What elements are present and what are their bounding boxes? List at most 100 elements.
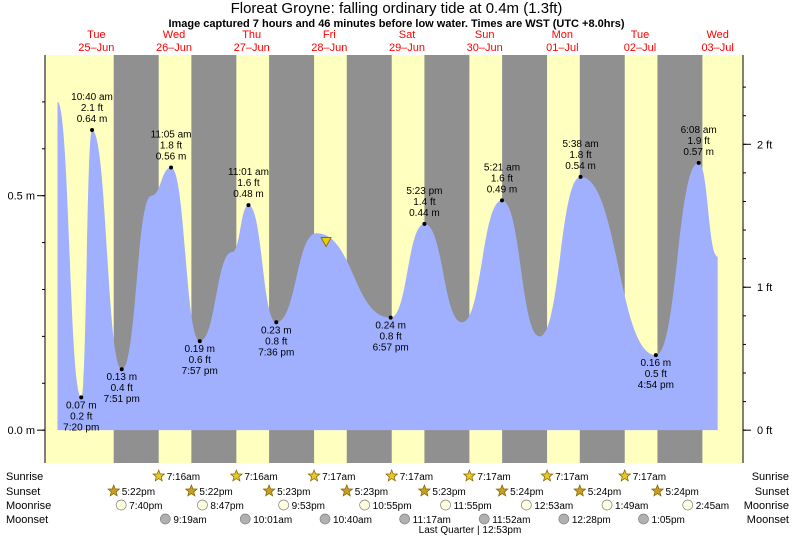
- extreme-label: 0.56 m: [156, 152, 187, 163]
- extreme-label: 0.23 m: [261, 325, 292, 336]
- extreme-label: 0.4 ft: [111, 383, 133, 394]
- sunset-star-icon: [650, 484, 665, 497]
- moonset-moon-icon: [638, 513, 649, 525]
- extreme-point: [578, 174, 583, 179]
- day-labels: Tue25–JunWed26–JunThu27–JunFri28–JunSat2…: [78, 29, 734, 54]
- sunset-star-icon: [495, 484, 509, 497]
- extreme-point: [246, 203, 251, 208]
- extreme-label: 1.4 ft: [413, 197, 435, 208]
- moonrise-moon-icon: [521, 499, 532, 511]
- day-date-label: 27–Jun: [234, 42, 270, 54]
- sunrise-time-label: 7:17am: [322, 472, 355, 483]
- extreme-label: 11:05 am: [151, 130, 192, 141]
- sunset-star-icon: [262, 484, 276, 497]
- extreme-label: 5:23 pm: [406, 186, 442, 197]
- sunrise-time-label: 7:16am: [244, 472, 277, 483]
- row-label-left: Sunset: [6, 486, 40, 498]
- moonrise-moon-icon: [359, 499, 371, 511]
- moonset-time-label: 10:01am: [253, 515, 292, 526]
- sunset-star-icon: [573, 484, 587, 497]
- extreme-label: 0.2 ft: [70, 411, 92, 422]
- day-date-label: 25–Jun: [78, 42, 114, 54]
- extreme-label: 1.6 ft: [491, 173, 513, 184]
- day-name-label: Thu: [242, 29, 261, 41]
- day-date-label: 29–Jun: [389, 42, 425, 54]
- extreme-label: 0.07 m: [66, 400, 97, 411]
- extreme-label: 0.57 m: [683, 147, 714, 158]
- sunrise-star-icon: [307, 469, 321, 482]
- sunrise-star-icon: [540, 469, 554, 482]
- sunset-time-label: 5:23pm: [277, 487, 310, 498]
- sunset-star-icon: [340, 484, 354, 497]
- extreme-label: 5:38 am: [562, 139, 598, 150]
- moonrise-time-label: 9:53pm: [292, 501, 325, 512]
- sunset-time-label: 5:24pm: [665, 487, 698, 498]
- sunset-time-label: 5:22pm: [199, 487, 232, 498]
- moonset-time-label: 11:17am: [413, 515, 451, 526]
- moonrise-time-label: 1:49am: [615, 501, 648, 512]
- row-label-left: Moonrise: [6, 500, 51, 512]
- extreme-label: 0.8 ft: [265, 336, 287, 347]
- extreme-label: 0.8 ft: [380, 332, 402, 343]
- day-name-label: Sun: [475, 29, 495, 41]
- day-name-label: Sat: [399, 29, 416, 41]
- moonset-time-label: 11:52am: [492, 515, 530, 526]
- moonset-moon-icon: [159, 513, 171, 525]
- sunset-time-label: 5:24pm: [510, 487, 543, 498]
- extreme-label: 0.24 m: [375, 321, 406, 332]
- extreme-point: [499, 198, 504, 203]
- axes: 0.0 m 0.5 m 0 ft 1 ft 2 ft: [7, 55, 772, 463]
- sunrise-time-label: 7:17am: [633, 472, 666, 483]
- moonrise-time-label: 11:55pm: [454, 501, 492, 512]
- extreme-label: 0.48 m: [233, 189, 264, 200]
- right-tick-label: 2 ft: [757, 139, 772, 151]
- extreme-label: 7:20 pm: [63, 422, 99, 433]
- moonrise-moon-icon: [682, 499, 694, 511]
- right-tick-label: 0 ft: [757, 425, 772, 437]
- tide-area: [57, 101, 718, 431]
- extreme-label: 6:57 pm: [373, 343, 409, 354]
- extreme-point: [388, 315, 393, 320]
- moon-phase-label: Last Quarter | 12:53pm: [419, 525, 522, 536]
- tide-extremes: 0.07 m0.2 ft7:20 pm 10:40 am2.1 ft0.64 m 0…: [63, 92, 717, 433]
- extreme-label: 0.54 m: [565, 161, 596, 172]
- sunrise-time-label: 7:17am: [555, 472, 588, 483]
- moonrise-time-label: 8:47pm: [210, 501, 243, 512]
- extreme-label: 2.1 ft: [81, 103, 103, 114]
- extreme-label: 1.8 ft: [160, 141, 182, 152]
- row-label-left: Sunrise: [6, 471, 43, 483]
- extreme-point: [79, 395, 84, 400]
- row-label-right: Sunset: [755, 486, 789, 498]
- extreme-point: [653, 353, 658, 358]
- sunset-time-label: 5:22pm: [122, 487, 155, 498]
- moonset-moon-icon: [239, 513, 251, 525]
- left-tick-label: 0.5 m: [7, 191, 35, 203]
- day-date-label: 28–Jun: [311, 42, 347, 54]
- day-name-label: Wed: [706, 29, 728, 41]
- moonrise-moon-icon: [601, 499, 613, 511]
- left-tick-label: 0.0 m: [7, 425, 35, 437]
- row-label-left: Moonset: [6, 514, 48, 526]
- extreme-label: 6:08 am: [681, 125, 717, 136]
- sunrise-star-icon: [229, 469, 244, 482]
- sunrise-time-label: 7:17am: [400, 472, 433, 483]
- sunset-time-label: 5:24pm: [588, 487, 621, 498]
- extreme-label: 1.9 ft: [688, 136, 710, 147]
- moonset-time-label: 12:28pm: [572, 515, 611, 526]
- sunrise-star-icon: [385, 469, 399, 482]
- sunrise-time-label: 7:17am: [477, 472, 510, 483]
- moonset-moon-icon: [478, 513, 490, 525]
- extreme-label: 4:54 pm: [638, 380, 674, 391]
- moonset-moon-icon: [399, 513, 411, 525]
- extreme-label: 0.44 m: [409, 208, 440, 219]
- extreme-label: 7:57 pm: [182, 366, 218, 377]
- extreme-point: [197, 339, 202, 344]
- moonrise-moon-icon: [115, 499, 127, 511]
- extreme-label: 0.16 m: [641, 358, 672, 369]
- day-name-label: Fri: [323, 29, 336, 41]
- moonset-moon-icon: [558, 513, 570, 525]
- day-date-label: 26–Jun: [156, 42, 192, 54]
- sunrise-time-label: 7:16am: [167, 472, 200, 483]
- astronomy-rows: Sunrise Sunrise 7:16am 7:16am 7:17am 7:17am 7:…: [6, 469, 789, 536]
